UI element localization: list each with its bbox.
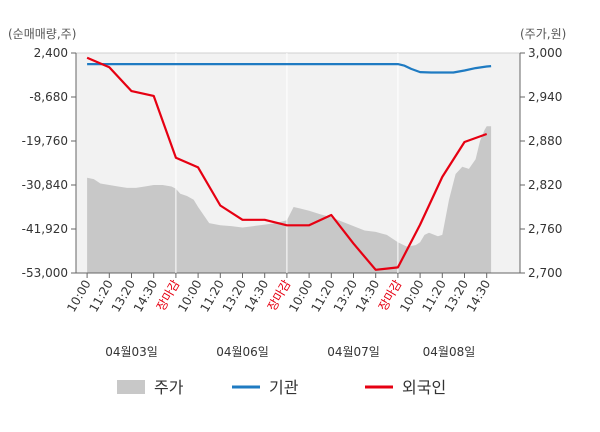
right-tick-label: 2,880 <box>528 134 562 148</box>
legend-label: 외국인 <box>402 378 446 397</box>
left-tick-label: -19,760 <box>22 134 68 148</box>
left-tick-label: 2,400 <box>34 46 68 60</box>
legend-swatch-area <box>117 380 145 394</box>
right-tick-label: 2,700 <box>528 266 562 280</box>
right-tick-label: 2,760 <box>528 222 562 236</box>
right-tick-label: 3,000 <box>528 46 562 60</box>
left-tick-label: -8,680 <box>29 90 68 104</box>
date-label: 04월08일 <box>423 345 476 359</box>
legend-label: 기관 <box>269 378 299 397</box>
right-tick-label: 2,940 <box>528 90 562 104</box>
left-tick-label: -53,000 <box>22 266 68 280</box>
price-area-layer <box>87 126 492 273</box>
date-label: 04월03일 <box>105 345 158 359</box>
series-line-1 <box>87 62 492 74</box>
tick-labels-layer: 2,400 -8,680 -19,760 -30,840 -41,920 -53,000 3… <box>22 46 563 359</box>
date-label: 04월06일 <box>216 345 269 359</box>
legend: 주가 기관 외국인 <box>117 378 446 397</box>
series-area-0 <box>87 126 492 273</box>
left-axis-unit: (순매매량,주) <box>8 27 76 41</box>
right-tick-label: 2,820 <box>528 178 562 192</box>
left-tick-label: -30,840 <box>22 178 68 192</box>
right-axis-unit: (주가,원) <box>520 27 566 41</box>
axis-layer <box>71 52 525 278</box>
series-lines-layer <box>86 56 492 271</box>
series-line-2 <box>86 56 488 271</box>
date-label: 04월07일 <box>327 345 380 359</box>
left-tick-label: -41,920 <box>22 222 68 236</box>
legend-label: 주가 <box>154 378 184 397</box>
